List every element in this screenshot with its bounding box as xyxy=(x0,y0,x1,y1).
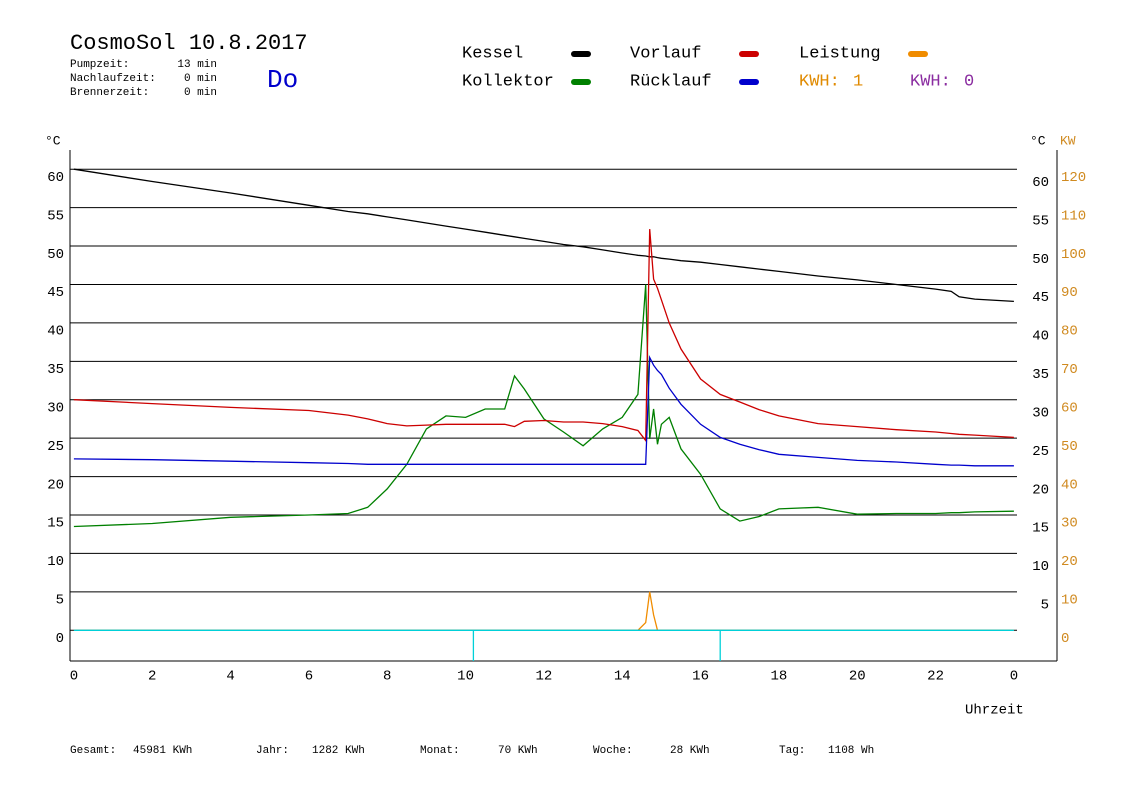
y-tick-label-right: 30 xyxy=(1032,405,1049,421)
info-value: 13 min xyxy=(177,59,217,71)
x-tick-label: 22 xyxy=(927,669,944,685)
x-tick-label: 12 xyxy=(536,669,553,685)
y-tick-label-right: 40 xyxy=(1032,329,1049,345)
y2-tick-label: 90 xyxy=(1061,285,1078,301)
info-value: 0 min xyxy=(184,73,217,85)
y-axis-label: °C xyxy=(45,133,61,148)
series-line xyxy=(73,591,1014,631)
weekday: Do xyxy=(267,65,298,95)
info-value: 0 min xyxy=(184,87,217,99)
y-tick-label: 45 xyxy=(47,285,64,301)
y2-tick-label: 60 xyxy=(1061,400,1078,416)
x-tick-label: 18 xyxy=(771,669,788,685)
series-line xyxy=(73,284,1014,528)
series-line xyxy=(73,629,1014,661)
total-value: 70 KWh xyxy=(498,745,538,757)
y-tick-label-right: 55 xyxy=(1032,213,1049,229)
legend-label: Vorlauf xyxy=(630,44,701,63)
y-tick-label: 20 xyxy=(47,477,64,493)
total-label: Woche: xyxy=(593,745,633,757)
total-label: Gesamt: xyxy=(70,745,116,757)
y2-tick-label: 120 xyxy=(1061,170,1086,186)
x-tick-label: 4 xyxy=(226,669,234,685)
y-tick-label-right: 50 xyxy=(1032,252,1049,268)
x-tick-label: 20 xyxy=(849,669,866,685)
x-tick-label: 14 xyxy=(614,669,631,685)
x-tick-label: 0 xyxy=(1010,669,1018,685)
legend-label: Kessel xyxy=(462,44,523,63)
info-label: Nachlaufzeit: xyxy=(70,73,156,85)
y-tick-label-right: 45 xyxy=(1032,290,1049,306)
y-tick-label-right: 5 xyxy=(1041,598,1049,614)
y2-tick-label: 80 xyxy=(1061,324,1078,340)
total-label: Monat: xyxy=(420,745,460,757)
y-tick-label: 55 xyxy=(47,208,64,224)
kwh-value: 1 xyxy=(853,72,863,91)
y-tick-label: 5 xyxy=(56,593,64,609)
y-axis-label-right: °C xyxy=(1030,133,1046,148)
y-tick-label: 40 xyxy=(47,324,64,340)
y2-tick-label: 10 xyxy=(1061,593,1078,609)
y-tick-label-right: 35 xyxy=(1032,367,1049,383)
y2-tick-label: 110 xyxy=(1061,208,1086,224)
total-value: 1108 Wh xyxy=(828,745,874,757)
x-tick-label: 0 xyxy=(70,669,78,685)
y2-tick-label: 0 xyxy=(1061,631,1069,647)
y-tick-label: 35 xyxy=(47,362,64,378)
total-value: 1282 KWh xyxy=(312,745,365,757)
info-label: Pumpzeit: xyxy=(70,59,129,71)
y-tick-label: 0 xyxy=(56,631,64,647)
x-tick-label: 8 xyxy=(383,669,391,685)
chart-title: CosmoSol 10.8.2017 xyxy=(70,31,308,56)
series-line xyxy=(73,168,1014,303)
y-tick-label: 15 xyxy=(47,516,64,532)
y-tick-label: 30 xyxy=(47,400,64,416)
info-label: Brennerzeit: xyxy=(70,87,149,99)
y-tick-label: 50 xyxy=(47,247,64,263)
y2-tick-label: 50 xyxy=(1061,439,1078,455)
y2-tick-label: 30 xyxy=(1061,516,1078,532)
x-tick-label: 10 xyxy=(457,669,474,685)
total-value: 28 KWh xyxy=(670,745,710,757)
y-tick-label: 10 xyxy=(47,554,64,570)
y2-axis-label: KW xyxy=(1060,133,1076,148)
x-tick-label: 6 xyxy=(305,669,313,685)
y-tick-label-right: 20 xyxy=(1032,482,1049,498)
kwh-value: 0 xyxy=(964,72,974,91)
y-tick-label: 60 xyxy=(47,170,64,186)
y2-tick-label: 100 xyxy=(1061,247,1086,263)
x-tick-label: 16 xyxy=(692,669,709,685)
x-tick-label: 2 xyxy=(148,669,156,685)
y-tick-label-right: 10 xyxy=(1032,559,1049,575)
series-line xyxy=(73,229,1014,443)
y-tick-label-right: 15 xyxy=(1032,521,1049,537)
series-line xyxy=(73,354,1014,467)
y-tick-label-right: 25 xyxy=(1032,444,1049,460)
legend-label: Kollektor xyxy=(462,72,554,91)
legend-label: Rücklauf xyxy=(630,72,712,91)
total-label: Jahr: xyxy=(256,745,289,757)
legend-label: Leistung xyxy=(799,44,881,63)
kwh-label: KWH: xyxy=(799,72,840,91)
x-axis-label: Uhrzeit xyxy=(965,703,1024,719)
y2-tick-label: 70 xyxy=(1061,362,1078,378)
kwh-label: KWH: xyxy=(910,72,951,91)
y2-tick-label: 20 xyxy=(1061,554,1078,570)
total-value: 45981 KWh xyxy=(133,745,192,757)
total-label: Tag: xyxy=(779,745,805,757)
y-tick-label-right: 60 xyxy=(1032,175,1049,191)
y2-tick-label: 40 xyxy=(1061,477,1078,493)
y-tick-label: 25 xyxy=(47,439,64,455)
